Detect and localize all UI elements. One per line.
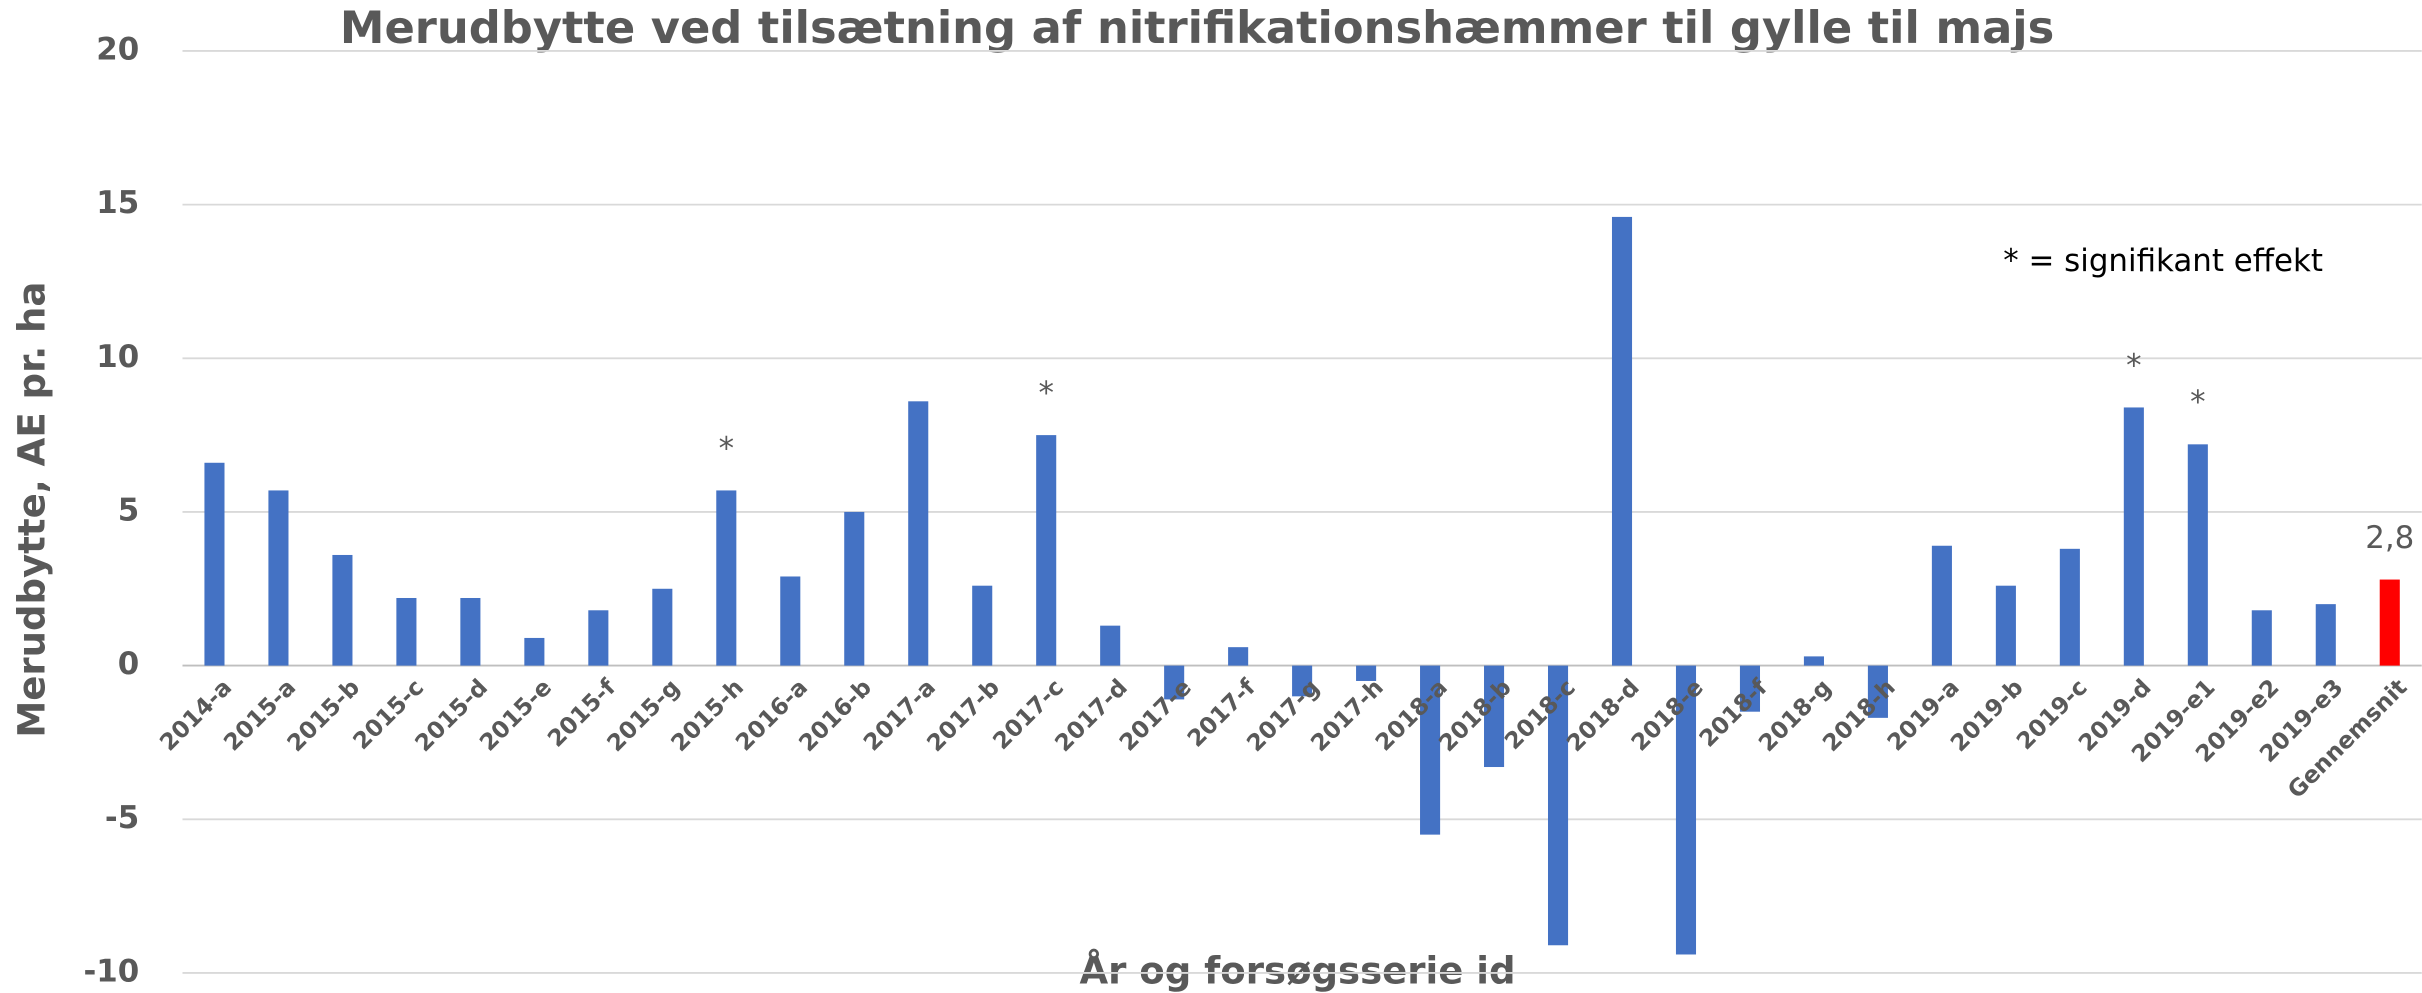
bar <box>332 554 353 666</box>
bar <box>1100 625 1121 666</box>
bar <box>1931 545 1952 666</box>
significance-marker: * <box>719 431 734 467</box>
y-tick-label: 20 <box>96 31 139 67</box>
bar <box>1547 665 1569 946</box>
y-axis-label: Merudbytte, AE pr. ha <box>11 282 54 738</box>
bar <box>844 511 865 666</box>
note: * = signifikant effekt <box>2003 243 2323 279</box>
bar <box>204 462 225 666</box>
bar <box>1484 665 1505 768</box>
y-tick-label: -5 <box>105 800 139 836</box>
significance-marker: * <box>2190 385 2205 421</box>
bar <box>460 597 481 666</box>
bar <box>1995 585 2016 666</box>
bar <box>1356 665 1377 681</box>
y-tick-label: -10 <box>83 953 139 989</box>
y-tick-label: 0 <box>118 646 139 682</box>
bar <box>588 610 609 666</box>
x-axis-label: År og forsøgsserie id <box>1079 948 1515 992</box>
bar <box>524 637 545 666</box>
bar <box>2059 548 2080 666</box>
bar <box>1420 665 1441 835</box>
significance-marker: * <box>1038 375 1053 411</box>
bar <box>2187 444 2208 666</box>
bar <box>2251 610 2272 666</box>
y-tick-label: 15 <box>96 185 139 221</box>
bar <box>1803 656 1824 666</box>
data-label: 2,8 <box>2365 520 2414 556</box>
bar <box>1036 435 1057 666</box>
bar <box>2379 579 2400 666</box>
bar <box>396 597 417 666</box>
bar <box>1675 665 1697 955</box>
bar <box>2123 407 2144 666</box>
bar <box>1164 665 1185 700</box>
bar <box>1292 665 1313 697</box>
bar <box>908 401 929 666</box>
y-tick-label: 10 <box>96 339 139 375</box>
bar <box>652 588 673 666</box>
chart-title: Merudbytte ved tilsætning af nitrifikati… <box>340 1 2054 54</box>
y-tick-label: 5 <box>118 492 139 528</box>
x-tick-label: Gennemsnit <box>2283 675 2412 804</box>
bar <box>1867 665 1888 718</box>
bar <box>780 576 801 666</box>
bar <box>1228 647 1249 666</box>
bar <box>1739 665 1761 712</box>
bar <box>1611 216 1633 666</box>
bar <box>2315 604 2336 666</box>
bar <box>716 490 737 666</box>
bar <box>268 490 289 666</box>
significance-marker: * <box>2126 348 2141 384</box>
bar <box>972 585 993 666</box>
